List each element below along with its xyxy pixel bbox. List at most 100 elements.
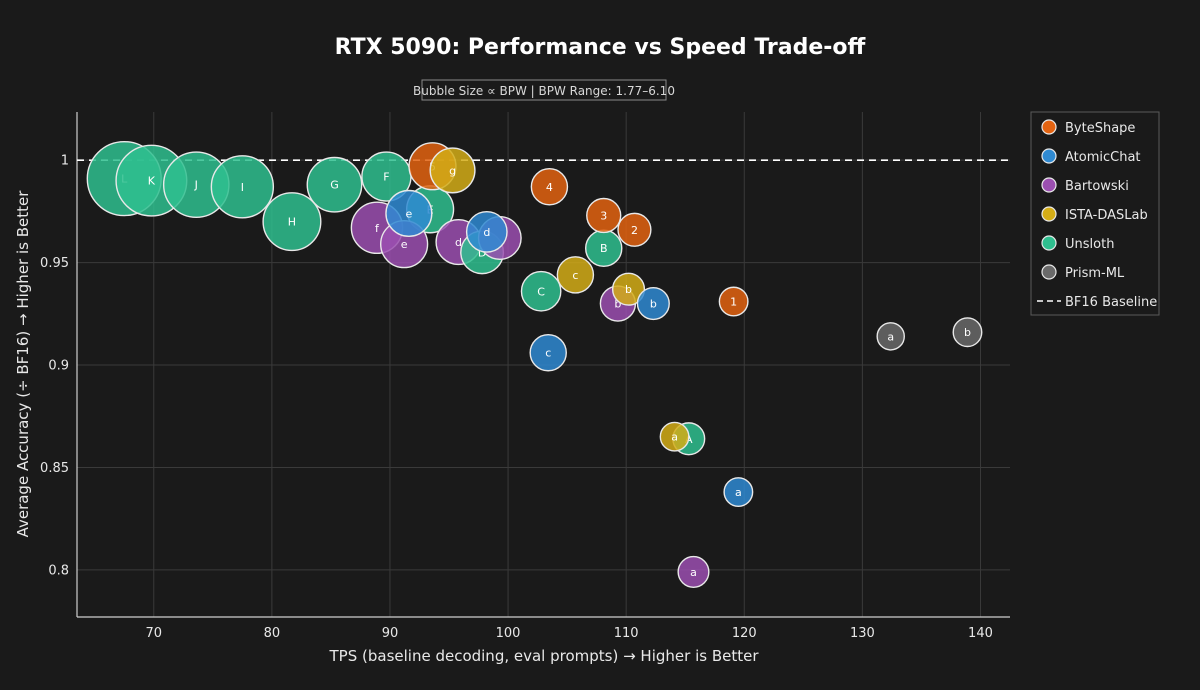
bubble-circle [262,192,322,252]
chart-title: RTX 5090: Performance vs Speed Trade-off [335,35,867,60]
bubble-bartowski-a: a [677,555,710,588]
bubble-label: a [735,486,742,499]
bubble-label: 4 [546,181,553,194]
legend-swatch [1041,235,1057,251]
bubbles-layer: LKJIHGfFEe5edgDdCBc4cb32Abbaa1aba [86,140,983,588]
bubble-label: a [690,566,697,579]
bubble-label: b [614,298,621,311]
bubble-label: 1 [730,296,737,309]
bubble-unsloth-C: C [520,270,562,312]
bubble-circle [529,333,567,372]
y-tick-label: 0.9 [48,359,69,374]
legend-item-atomicchat: AtomicChat [1041,148,1141,165]
bubble-label: b [964,326,971,339]
bubble-prism-ml-b: b [952,317,983,348]
subtitle-box [421,79,667,101]
chart-subtitle: Bubble Size ∝ BPW | BPW Range: 1.77–6.10 [413,84,675,98]
legend-item-bartowski: Bartowski [1041,177,1129,194]
bubble-circle [556,256,595,294]
bubble-label: c [572,269,578,282]
bubble-unsloth-H: H [262,192,322,252]
bubble-label: C [537,285,545,298]
bubble-circle [723,477,754,507]
legend-swatch [1041,148,1057,164]
bubble-label: d [483,226,490,239]
legend-item-prism-ml: Prism-ML [1041,264,1125,281]
x-tick-label: 70 [145,626,162,641]
bubble-label: b [650,298,657,311]
axes-layer: 70 80 90 100 110 120 130 140 0.8 0.85 0.9 0.95 1 [40,112,1010,641]
legend-swatch [1041,264,1057,280]
bubble-label: F [383,171,389,184]
y-tick-label: 0.85 [40,461,69,476]
bubble-byteshape-3: 3 [586,197,622,234]
bubble-label: e [401,238,408,251]
bubble-ista-daslab-a: a [659,421,690,452]
legend-label: ISTA-DASLab [1065,208,1148,223]
bubble-circle [465,210,508,253]
bubble-label: K [148,175,156,188]
x-tick-label: 90 [382,626,399,641]
bubble-byteshape-1: 1 [718,286,749,317]
x-tick-label: 120 [732,626,757,641]
bubble-circle [636,286,670,321]
bubble-circle [210,155,275,219]
legend-label: Bartowski [1065,179,1129,194]
bubble-circle [530,168,569,206]
legend-swatch [1041,206,1057,222]
y-tick-label: 1 [61,154,69,169]
bubble-atomicchat-b: b [636,286,670,321]
bubble-label: d [455,236,462,249]
legend-label: Prism-ML [1065,266,1125,281]
bubble-label: g [449,164,456,177]
legend-swatch [1041,177,1057,193]
x-tick-label: 100 [496,626,521,641]
y-axis-label: Average Accuracy (÷ BF16) → Higher is Be… [14,190,32,538]
x-tick-label: 140 [968,626,993,641]
bubble-label: I [241,181,244,194]
bubble-atomicchat-e: e [385,189,433,238]
bubble-circle [952,317,983,348]
bubble-label: H [288,216,296,229]
bubble-ista-daslab-b: b [611,272,646,306]
bubble-circle [659,421,690,452]
legend-item-ista-daslab: ISTA-DASLab [1041,206,1148,223]
legend-item-byteshape: ByteShape [1041,119,1135,136]
x-tick-label: 80 [264,626,281,641]
bubble-unsloth-I: I [210,155,275,219]
bubble-circle [385,189,433,238]
x-tick-label: 110 [614,626,639,641]
bubble-label: a [671,431,678,444]
legend-swatch [1041,119,1057,135]
legend-label: BF16 Baseline [1065,295,1157,310]
x-axis-label: TPS (baseline decoding, eval prompts) → … [329,647,760,665]
bubble-label: a [887,330,894,343]
bubble-label: f [375,222,380,235]
x-tick-label: 130 [850,626,875,641]
bubble-circle [520,270,562,312]
bubble-circle [677,555,710,588]
bubble-circle [876,322,905,351]
bubble-circle [586,197,622,234]
bubble-byteshape-2: 2 [617,212,652,247]
bubble-prism-ml-a: a [876,322,905,351]
bubble-label: 2 [631,224,638,237]
legend: ByteShape AtomicChat Bartowski ISTA-DASLab U… [1030,111,1160,316]
bubble-label: b [625,283,632,296]
bubble-circle [611,272,646,306]
bubble-label: D [478,246,486,259]
bubble-label: c [545,347,551,360]
bubble-label: G [330,179,339,192]
bubble-unsloth-B: B [584,229,623,267]
bubble-circle [306,156,363,213]
bubble-label: B [600,242,608,255]
bubble-circle [617,212,652,247]
bubble-atomicchat-d: d [465,210,508,253]
bubble-atomicchat-a: a [723,477,754,507]
bubble-circle [429,147,476,194]
legend-item-bf16-baseline: BF16 Baseline [1037,295,1157,310]
bubble-unsloth-G: G [306,156,363,213]
bubble-ista-daslab-g: g [429,147,476,194]
